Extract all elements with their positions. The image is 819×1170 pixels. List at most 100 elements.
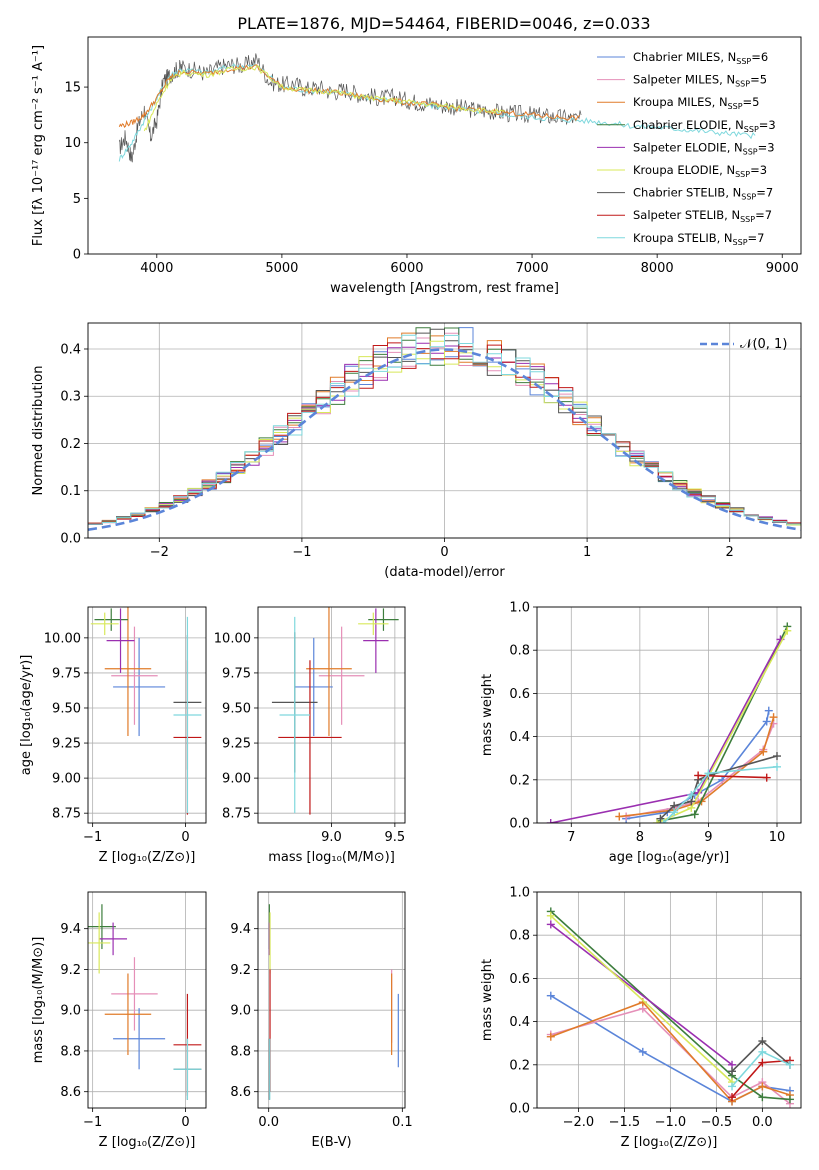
x-tick-label: −1: [83, 830, 102, 845]
x-tick-label: 2: [726, 545, 734, 560]
weight-line-chabrier_elodie: [550, 910, 791, 1101]
weight-line-kroupa_elodie: [656, 630, 789, 823]
histogram-kroupa_elodie: [88, 340, 801, 526]
y-tick-label: 15: [64, 81, 81, 96]
plot-area: 4000 5000 6000 7000 8000 9000051015wavelength…: [19, 36, 802, 1150]
x-tick-label: 9.0: [321, 830, 342, 845]
axes-frame: [87, 606, 207, 824]
x-axis-label: Z [log₁₀(Z/Z⊙)]: [99, 850, 196, 865]
y-tick-label: 5: [73, 192, 81, 207]
axes-age_vs_mass: 9.0 9.5 8.75 9.00 9.25 9.50 9.75 10.00 mass [log…: [214, 606, 406, 865]
y-tick-label: 8.8: [60, 1044, 81, 1059]
legend-label: Salpeter STELIB, NSSP=7: [633, 208, 772, 224]
legend-label: Kroupa MILES, NSSP=5: [633, 95, 759, 111]
y-tick-label: 8.6: [230, 1085, 251, 1100]
y-axis-label: age [log₁₀(age/yr)]: [19, 655, 34, 776]
axes-frame: [87, 891, 207, 1109]
y-tick-label: 0.4: [509, 1015, 530, 1030]
y-tick-label: 9.75: [52, 666, 81, 681]
y-axis-label: mass weight: [480, 959, 495, 1041]
y-tick-label: 0.1: [60, 484, 81, 499]
x-tick-label: −1.5: [609, 1115, 641, 1130]
x-axis-label: Z [log₁₀(Z/Z⊙)]: [99, 1135, 196, 1150]
y-tick-label: 0.6: [509, 972, 530, 987]
legend-label: Chabrier MILES, NSSP=6: [633, 50, 768, 66]
y-tick-label: 9.00: [222, 772, 251, 787]
axes-frame: [257, 606, 406, 824]
y-tick-label: 0.0: [60, 532, 81, 547]
y-tick-label: 0.0: [509, 1102, 530, 1117]
legend-label: Chabrier STELIB, NSSP=7: [633, 186, 773, 202]
x-tick-label: 8000: [641, 261, 674, 276]
x-axis-label: age [log₁₀(age/yr)]: [609, 850, 730, 865]
x-tick-label: 10: [769, 830, 786, 845]
x-tick-label: −2: [150, 545, 169, 560]
x-tick-label: 0: [181, 830, 189, 845]
x-tick-label: −1: [292, 545, 311, 560]
legend: 𝒩(0, 1): [700, 337, 787, 352]
y-axis-label: Flux [fλ 10⁻¹⁷ erg cm⁻² s⁻¹ A⁻¹]: [31, 45, 46, 246]
legend-label: 𝒩(0, 1): [740, 337, 787, 352]
legend-label: Kroupa ELODIE, NSSP=3: [633, 163, 767, 179]
x-tick-label: 1: [583, 545, 591, 560]
x-tick-label: 0.1: [392, 1115, 413, 1130]
y-tick-label: 0.6: [509, 687, 530, 702]
x-axis-label: Z [log₁₀(Z/Z⊙)]: [621, 1135, 718, 1150]
x-tick-label: 6000: [390, 261, 423, 276]
y-tick-label: 10: [64, 136, 81, 151]
x-axis-label: mass [log₁₀(M/M⊙)]: [268, 850, 395, 865]
y-tick-label: 1.0: [509, 886, 530, 901]
axes-frame: [536, 606, 802, 824]
x-tick-label: 0: [440, 545, 448, 560]
gaussian-curve: [88, 348, 801, 531]
x-tick-label: 5000: [265, 261, 298, 276]
y-tick-label: 0.8: [509, 644, 530, 659]
x-axis-label: wavelength [Angstrom, rest frame]: [330, 281, 559, 296]
x-tick-label: 7: [567, 830, 575, 845]
plot-mass_weight_vs_Z: [546, 907, 794, 1108]
y-tick-label: 9.2: [230, 963, 251, 978]
y-axis-label: mass [log₁₀(M/M⊙)]: [31, 937, 46, 1064]
legend-label: Salpeter MILES, NSSP=5: [633, 73, 767, 89]
weight-line-kroupa_stelib: [663, 766, 778, 823]
y-tick-label: 9.25: [52, 737, 81, 752]
y-tick-label: 9.50: [52, 701, 81, 716]
weight-line-kroupa_elodie: [550, 915, 733, 1083]
x-tick-label: 9000: [766, 261, 799, 276]
x-tick-label: 7000: [516, 261, 549, 276]
weight-line-salpeter_stelib: [698, 774, 767, 779]
y-tick-label: 9.4: [60, 922, 81, 937]
y-tick-label: 0.2: [509, 1058, 530, 1073]
spectrum-line-kroupa_elodie: [143, 65, 506, 132]
weight-line-salpeter_elodie: [550, 923, 733, 1066]
y-tick-label: 9.2: [60, 963, 81, 978]
axes-frame: [257, 891, 406, 1109]
plot-residuals: [88, 327, 801, 531]
x-axis-label: (data-model)/error: [384, 565, 505, 580]
plot-age_vs_Z: [90, 607, 202, 815]
histogram-kroupa_stelib: [88, 334, 801, 525]
x-tick-label: −1.0: [655, 1115, 687, 1130]
y-tick-label: 9.50: [222, 701, 251, 716]
x-tick-label: 0.0: [752, 1115, 773, 1130]
axes-spectrum: 4000 5000 6000 7000 8000 9000 0 5 10 15 wavelength…: [31, 36, 802, 296]
y-tick-label: 8.75: [52, 807, 81, 822]
spectrum-line-observed_data: [118, 53, 582, 163]
y-tick-label: 0: [73, 248, 81, 263]
x-tick-label: 0.0: [258, 1115, 279, 1130]
y-tick-label: 1.0: [509, 601, 530, 616]
axes-mass_weight_vs_Z: −2.0 −1.5 −1.0 −0.5 0.0 0.0 0.2 0.4 0.6 0.8 1.0 Z […: [480, 886, 802, 1150]
y-tick-label: 0.4: [60, 342, 81, 357]
y-tick-label: 0.4: [509, 730, 530, 745]
axes-frame: [536, 891, 802, 1109]
legend-label: Salpeter ELODIE, NSSP=3: [633, 140, 775, 156]
y-tick-label: 9.25: [222, 737, 251, 752]
axes-mass_vs_ebv: 0.0 0.1 8.6 8.8 9.0 9.2 9.4 E(B-V): [230, 891, 413, 1150]
y-tick-label: 0.0: [509, 817, 530, 832]
x-axis-label: E(B-V): [311, 1135, 351, 1150]
y-tick-label: 9.0: [230, 1004, 251, 1019]
axes-frame: [87, 322, 802, 539]
y-tick-label: 9.75: [222, 666, 251, 681]
y-tick-label: 0.8: [509, 929, 530, 944]
